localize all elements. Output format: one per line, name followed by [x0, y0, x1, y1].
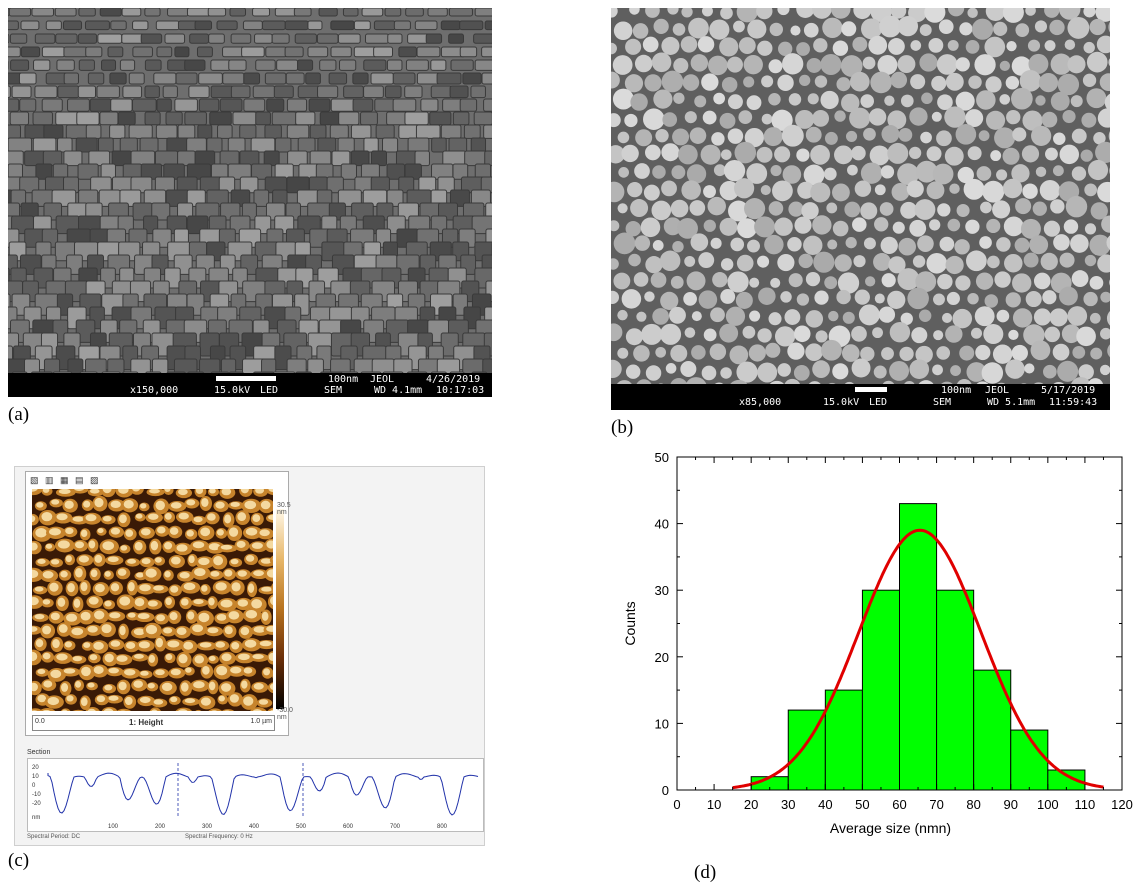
x-tick-label: 10: [707, 797, 721, 812]
afm-profile-y-tick: 0: [32, 783, 36, 789]
y-tick-label: 0: [662, 783, 669, 798]
caption-b: (b): [611, 417, 634, 438]
x-tick-label: 20: [744, 797, 758, 812]
detector-a: LED: [260, 385, 279, 396]
x-tick-label: 0: [673, 797, 680, 812]
time-b: 11:59:43: [1049, 397, 1098, 408]
x-tick-label: 110: [1075, 797, 1096, 812]
mode-a: SEM: [324, 385, 343, 396]
y-tick-label: 20: [655, 650, 669, 665]
afm-channel-label: 1: Height: [129, 718, 164, 727]
afm-profile-y-tick: 20: [32, 765, 39, 771]
afm-profile-unit: nm: [32, 815, 40, 821]
x-tick-label: 40: [818, 797, 832, 812]
sem-image-b: 100nm JEOL 5/17/2019 x85,000 15.0kV LED …: [611, 8, 1110, 410]
afm-profile-x-tick: 600: [343, 824, 354, 830]
x-tick-label: 80: [966, 797, 980, 812]
wd-b: WD 5.1mm: [987, 397, 1036, 408]
mode-b: SEM: [933, 397, 952, 408]
voltage-b: 15.0kV: [823, 397, 860, 408]
afm-screenshot: ▧ ▥ ▦ ▤ ▨ 30.5 nm -30.0 nm 0.0 1: Height…: [14, 466, 485, 846]
afm-profile-line: [47, 772, 479, 816]
afm-profile-x-tick: 500: [296, 824, 307, 830]
afm-profile-y-tick: -10: [32, 792, 41, 798]
x-tick-label: 100: [1037, 797, 1059, 812]
afm-height-map: [32, 489, 273, 711]
magnification-a: x150,000: [130, 385, 179, 396]
afm-grains: [32, 489, 273, 711]
afm-section-label: Section: [27, 749, 51, 756]
caption-a: (a): [8, 404, 30, 425]
afm-scale-max: 30.5 nm: [277, 502, 291, 516]
afm-profile-x-tick: 100: [108, 824, 119, 830]
scale-bar-b: [855, 387, 887, 392]
brand-a: JEOL: [370, 374, 395, 385]
sem-texture-a: [8, 8, 492, 373]
size-histogram: 0 10 20 30 40 50 60 70 80 90 100 110 120 0 10 20 30 40 50 A…: [622, 450, 1133, 836]
afm-profile-x-tick: 200: [155, 824, 166, 830]
scale-label-b: 100nm: [941, 385, 972, 396]
histogram-bar: [824, 689, 863, 791]
afm-axis-right: 1.0 µm: [250, 718, 272, 725]
histogram-bar: [936, 589, 975, 791]
sem-image-a: 100nm JEOL 4/26/2019 x150,000 15.0kV LED…: [8, 8, 492, 397]
x-tick-label: 120: [1111, 797, 1133, 812]
afm-color-scale: [276, 509, 284, 709]
afm-profile-x-tick: 700: [390, 824, 401, 830]
scale-label-a: 100nm: [328, 374, 359, 385]
y-tick-label: 50: [655, 450, 669, 465]
x-tick-label: 60: [892, 797, 906, 812]
afm-footer-right: Spectral Frequency: 0 Hz: [185, 834, 253, 840]
x-tick-label: 50: [855, 797, 869, 812]
brand-b: JEOL: [985, 385, 1010, 396]
sem-info-bar-a: 100nm JEOL 4/26/2019 x150,000 15.0kV LED…: [8, 373, 492, 397]
afm-footer-left: Spectral Period: DC: [27, 834, 81, 840]
detector-b: LED: [869, 397, 888, 408]
histogram-bar: [861, 589, 900, 791]
afm-section-profile: 20 10 0 -10 -20 nm 100 200 300 400 500 600 700 800: [27, 758, 484, 832]
voltage-a: 15.0kV: [214, 385, 251, 396]
scale-bar-a: [216, 376, 276, 381]
afm-profile-x-tick: 800: [437, 824, 448, 830]
afm-toolbar: ▧ ▥ ▦ ▤ ▨: [30, 475, 101, 485]
time-a: 10:17:03: [436, 385, 485, 396]
y-tick-label: 40: [655, 517, 669, 532]
sem-texture-b: [611, 8, 1110, 384]
x-tick-label: 90: [1004, 797, 1018, 812]
histogram-bar: [899, 503, 938, 791]
afm-axis-left: 0.0: [35, 718, 45, 725]
y-axis-title: Counts: [622, 601, 638, 645]
afm-profile-x-tick: 300: [202, 824, 213, 830]
caption-c: (c): [8, 850, 30, 871]
magnification-b: x85,000: [739, 397, 782, 408]
date-a: 4/26/2019: [426, 374, 481, 385]
x-tick-label: 70: [929, 797, 943, 812]
sem-info-bar-b: 100nm JEOL 5/17/2019 x85,000 15.0kV LED …: [611, 384, 1110, 410]
wd-a: WD 4.1mm: [374, 385, 423, 396]
y-tick-label: 10: [655, 716, 669, 731]
caption-d: (d): [694, 862, 717, 883]
date-b: 5/17/2019: [1041, 385, 1096, 396]
afm-profile-y-tick: -20: [32, 801, 41, 807]
afm-profile-y-tick: 10: [32, 774, 39, 780]
afm-profile-x-tick: 400: [249, 824, 260, 830]
afm-image-window: ▧ ▥ ▦ ▤ ▨ 30.5 nm -30.0 nm 0.0 1: Height…: [25, 471, 293, 736]
afm-image-axis: 0.0 1: Height 1.0 µm: [32, 715, 275, 731]
x-tick-label: 30: [781, 797, 795, 812]
x-axis-title: Average size (nmn): [830, 820, 951, 836]
gaussian-fit-line: [732, 528, 1104, 790]
y-tick-label: 30: [655, 583, 669, 598]
afm-scale-min: -30.0 nm: [277, 707, 293, 721]
